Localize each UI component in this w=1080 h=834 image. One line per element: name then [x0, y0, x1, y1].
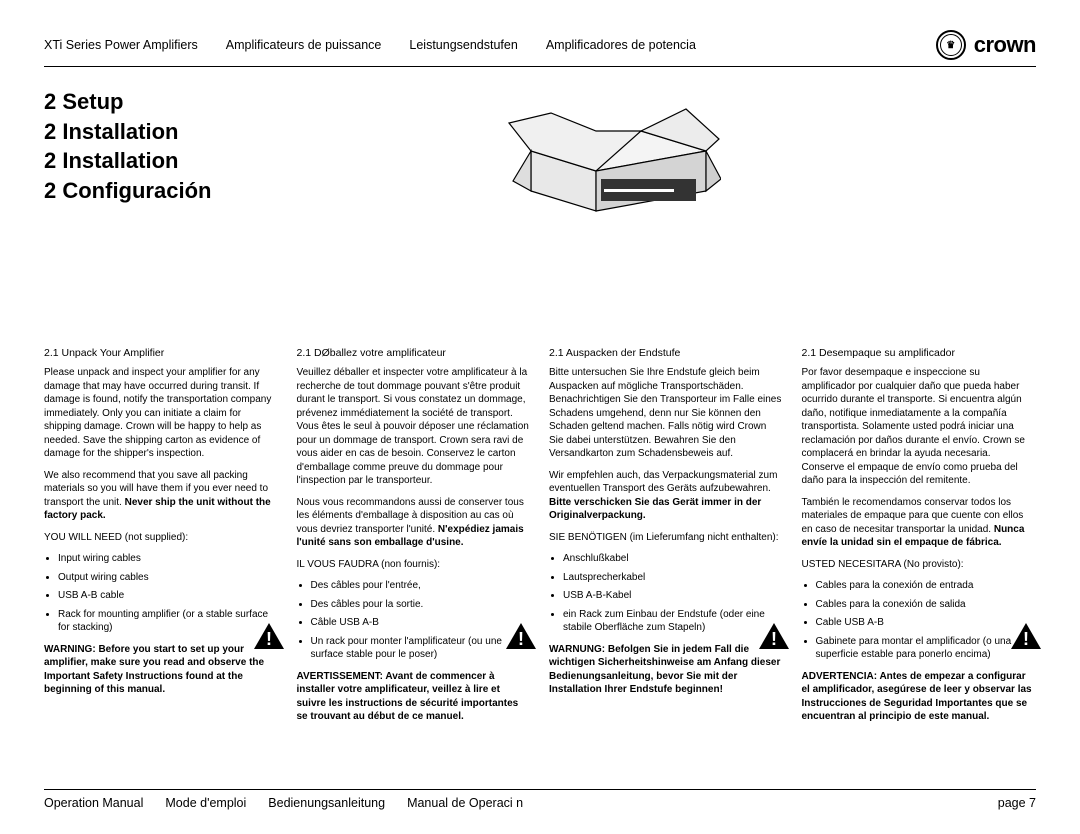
need-list: Input wiring cables Output wiring cables… [44, 552, 279, 635]
column-es: 2.1 Desempaque su amplificador Por favor… [802, 346, 1037, 732]
manual-page: XTi Series Power Amplifiers Amplificateu… [0, 0, 1080, 752]
page-number: page 7 [998, 796, 1036, 810]
list-item: USB A-B cable [58, 589, 279, 603]
need-list: Cables para la conexión de entrada Cable… [802, 579, 1037, 662]
col-heading: 2.1 Unpack Your Amplifier [44, 346, 279, 360]
warning-triangle-icon: ! [253, 622, 285, 650]
col-para: Por favor desempaque e inspeccione su am… [802, 366, 1037, 488]
column-fr: 2.1 DØballez votre amplificateur Veuille… [297, 346, 532, 732]
list-item: Câble USB A-B [311, 616, 532, 630]
need-line: SIE BENÖTIGEN (im Lieferumfang nicht ent… [549, 531, 784, 545]
header-item: Amplificadores de potencia [546, 38, 696, 52]
footer-titles: Operation Manual Mode d'emploi Bedienung… [44, 796, 523, 810]
need-line: USTED NECESITARA (No provisto): [802, 558, 1037, 572]
list-item: Cable USB A-B [816, 616, 1037, 630]
column-de: 2.1 Auspacken der Endstufe Bitte untersu… [549, 346, 784, 732]
col-para: Veuillez déballer et inspecter votre amp… [297, 366, 532, 488]
col-para: Bitte untersuchen Sie Ihre Endstufe glei… [549, 366, 784, 461]
list-item: Cables para la conexión de entrada [816, 579, 1037, 593]
need-list: Des câbles pour l'entrée, Des câbles pou… [297, 579, 532, 662]
col-para: Please unpack and inspect your amplifier… [44, 366, 279, 461]
list-item: Rack for mounting amplifier (or a stable… [58, 608, 279, 635]
list-item: Anschlußkabel [563, 552, 784, 566]
header-item: Amplificateurs de puissance [226, 38, 382, 52]
list-item: ein Rack zum Einbau der Endstufe (oder e… [563, 608, 784, 635]
svg-text:!: ! [771, 629, 777, 649]
section-title: 2 Installation [44, 117, 211, 147]
section-title: 2 Installation [44, 146, 211, 176]
need-line: IL VOUS FAUDRA (non fournis): [297, 558, 532, 572]
list-item: Lautsprecherkabel [563, 571, 784, 585]
open-box-illustration [491, 81, 721, 226]
warning-triangle-icon: ! [758, 622, 790, 650]
col-heading: 2.1 DØballez votre amplificateur [297, 346, 532, 360]
col-heading: 2.1 Desempaque su amplificador [802, 346, 1037, 360]
title-illustration-row: 2 Setup 2 Installation 2 Installation 2 … [44, 87, 1036, 226]
list-item: Des câbles pour l'entrée, [311, 579, 532, 593]
page-header: XTi Series Power Amplifiers Amplificateu… [44, 30, 1036, 67]
page-footer: Operation Manual Mode d'emploi Bedienung… [44, 789, 1036, 810]
header-item: Leistungsendstufen [409, 38, 517, 52]
footer-item: Operation Manual [44, 796, 143, 810]
svg-text:!: ! [518, 629, 524, 649]
warning-triangle-icon: ! [505, 622, 537, 650]
svg-text:!: ! [266, 629, 272, 649]
warning-para: ADVERTENCIA: Antes de empezar a configur… [802, 670, 1037, 724]
warning-para: WARNING: Before you start to set up your… [44, 643, 279, 697]
col-heading: 2.1 Auspacken der Endstufe [549, 346, 784, 360]
section-title: 2 Setup [44, 87, 211, 117]
footer-item: Mode d'emploi [165, 796, 246, 810]
col-para: Wir empfehlen auch, das Verpackungsmater… [549, 469, 784, 523]
list-item: Gabinete para montar el amplificador (o … [816, 635, 1037, 662]
content-columns: 2.1 Unpack Your Amplifier Please unpack … [44, 346, 1036, 732]
list-item: Cables para la conexión de salida [816, 598, 1037, 612]
col-para: Nous vous recommandons aussi de conserve… [297, 496, 532, 550]
col-para: We also recommend that you save all pack… [44, 469, 279, 523]
list-item: Un rack pour monter l'amplificateur (ou … [311, 635, 532, 662]
brand-logo: ♛ crown [936, 30, 1036, 60]
footer-item: Manual de Operaci n [407, 796, 523, 810]
brand-name: crown [974, 32, 1036, 58]
list-item: Des câbles pour la sortie. [311, 598, 532, 612]
section-titles: 2 Setup 2 Installation 2 Installation 2 … [44, 87, 211, 206]
warning-para: WARNUNG: Befolgen Sie in jedem Fall die … [549, 643, 784, 697]
list-item: Output wiring cables [58, 571, 279, 585]
column-en: 2.1 Unpack Your Amplifier Please unpack … [44, 346, 279, 732]
header-titles: XTi Series Power Amplifiers Amplificateu… [44, 38, 696, 52]
need-line: YOU WILL NEED (not supplied): [44, 531, 279, 545]
header-item: XTi Series Power Amplifiers [44, 38, 198, 52]
list-item: Input wiring cables [58, 552, 279, 566]
section-title: 2 Configuración [44, 176, 211, 206]
crown-logo-icon: ♛ [936, 30, 966, 60]
warning-triangle-icon: ! [1010, 622, 1042, 650]
need-list: Anschlußkabel Lautsprecherkabel USB A-B-… [549, 552, 784, 635]
footer-item: Bedienungsanleitung [268, 796, 385, 810]
col-para: También le recomendamos conservar todos … [802, 496, 1037, 550]
warning-para: AVERTISSEMENT: Avant de commencer à inst… [297, 670, 532, 724]
list-item: USB A-B-Kabel [563, 589, 784, 603]
svg-text:!: ! [1023, 629, 1029, 649]
